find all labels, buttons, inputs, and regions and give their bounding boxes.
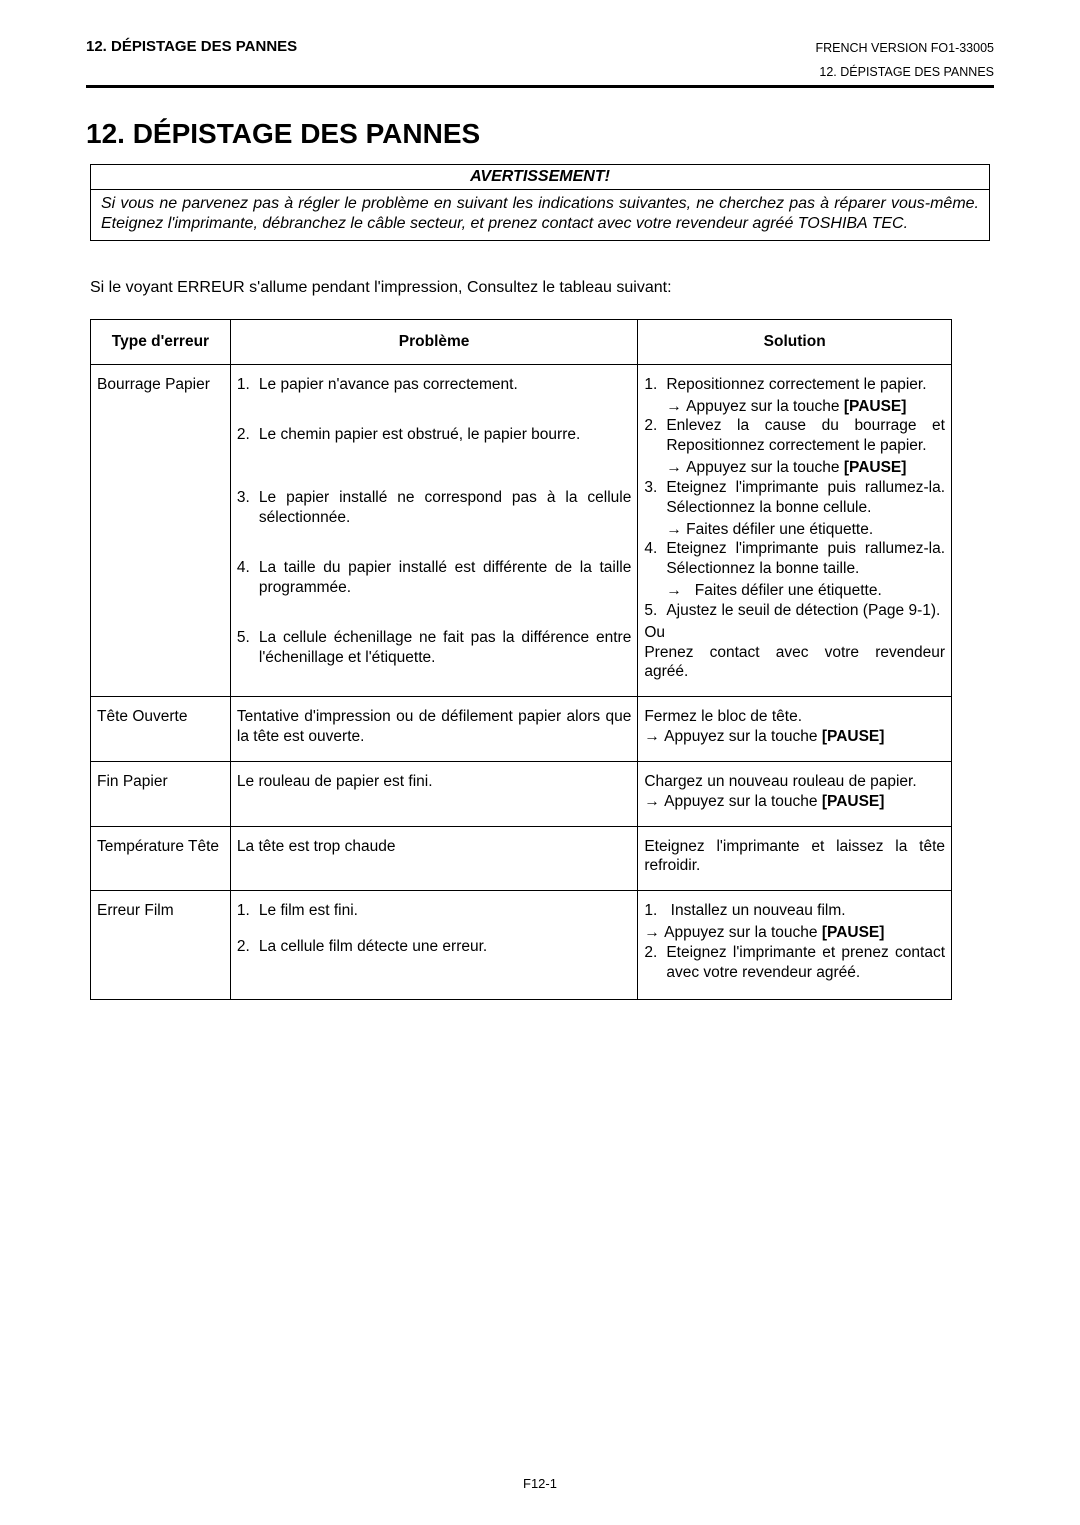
s5-or: Ou (644, 623, 945, 643)
th-solution: Solution (638, 320, 952, 365)
cell-solution: 1. Installez un nouveau film. Appuyez su… (638, 891, 952, 999)
arrow-icon (666, 398, 686, 415)
p1: Le film est fini. (259, 901, 631, 921)
cell-solution: Eteignez l'imprimante et laissez la tête… (638, 826, 952, 891)
p3: Le papier installé ne correspond pas à l… (259, 488, 631, 528)
cell-problem: Le rouleau de papier est fini. (230, 761, 637, 826)
s3b: Faites défiler une étiquette. (686, 521, 873, 538)
intro-text: Si le voyant ERREUR s'allume pendant l'i… (90, 279, 994, 297)
header-right-sub: 12. DÉPISTAGE DES PANNES (86, 65, 994, 79)
arrow-icon (666, 521, 686, 538)
s4b: Faites défiler une étiquette. (695, 582, 882, 599)
table-row: Erreur Film 1.Le film est fini. 2.La cel… (91, 891, 952, 999)
s2: Eteignez l'imprimante et prenez contact … (666, 943, 945, 983)
sol-a: Chargez un nouveau rouleau de papier. (644, 772, 945, 792)
s2a: Enlevez la cause du bourrage et Repositi… (666, 416, 945, 456)
s1a: Installez un nouveau film. (671, 902, 846, 919)
s2b: Appuyez sur la touche (686, 459, 844, 476)
warning-heading: AVERTISSEMENT! (91, 165, 989, 190)
s1b: Appuyez sur la touche (664, 924, 822, 941)
page-header: 12. DÉPISTAGE DES PANNES FRENCH VERSION … (86, 38, 994, 55)
cell-problem: Tentative d'impression ou de défilement … (230, 697, 637, 762)
s3a: Eteignez l'imprimante puis rallumez-la. … (666, 478, 945, 518)
cell-type: Tête Ouverte (91, 697, 231, 762)
pause-key: [PAUSE] (844, 398, 907, 415)
table-header-row: Type d'erreur Problème Solution (91, 320, 952, 365)
page-footer: F12-1 (0, 1476, 1080, 1491)
cell-problem: 1.Le film est fini. 2.La cellule film dé… (230, 891, 637, 999)
arrow-icon (666, 582, 686, 599)
p2: La cellule film détecte une erreur. (259, 937, 631, 957)
table-row: Fin Papier Le rouleau de papier est fini… (91, 761, 952, 826)
header-right-top: FRENCH VERSION FO1-33005 (815, 41, 994, 55)
troubleshooting-table: Type d'erreur Problème Solution Bourrage… (90, 319, 952, 1000)
cell-solution: Chargez un nouveau rouleau de papier. Ap… (638, 761, 952, 826)
cell-solution: Fermez le bloc de tête. Appuyez sur la t… (638, 697, 952, 762)
cell-problem: La tête est trop chaude (230, 826, 637, 891)
cell-type: Fin Papier (91, 761, 231, 826)
pause-key: [PAUSE] (822, 924, 885, 941)
table-row: Tête Ouverte Tentative d'impression ou d… (91, 697, 952, 762)
table-row: Température Tête La tête est trop chaude… (91, 826, 952, 891)
cell-type: Bourrage Papier (91, 364, 231, 696)
p4: La taille du papier installé est différe… (259, 558, 631, 598)
section-title: 12. DÉPISTAGE DES PANNES (86, 118, 994, 150)
header-rule (86, 85, 994, 88)
p5: La cellule échenillage ne fait pas la di… (259, 628, 631, 668)
arrow-icon (644, 793, 664, 810)
cell-problem: 1.Le papier n'avance pas correctement. 2… (230, 364, 637, 696)
pause-key: [PAUSE] (844, 459, 907, 476)
cell-solution: 1.Repositionnez correctement le papier. … (638, 364, 952, 696)
arrow-icon (644, 924, 664, 941)
p1: Le papier n'avance pas correctement. (259, 375, 631, 395)
sol-a: Fermez le bloc de tête. (644, 707, 945, 727)
s5b: Prenez contact avec votre revendeur agré… (644, 643, 945, 683)
th-type: Type d'erreur (91, 320, 231, 365)
header-left: 12. DÉPISTAGE DES PANNES (86, 38, 297, 55)
sol-b: Appuyez sur la touche (664, 793, 822, 810)
warning-body: Si vous ne parvenez pas à régler le prob… (91, 190, 989, 240)
th-problem: Problème (230, 320, 637, 365)
s1b: Appuyez sur la touche (686, 398, 844, 415)
table-row: Bourrage Papier 1.Le papier n'avance pas… (91, 364, 952, 696)
arrow-icon (666, 459, 686, 476)
cell-type: Température Tête (91, 826, 231, 891)
cell-type: Erreur Film (91, 891, 231, 999)
s5a: Ajustez le seuil de détection (Page 9-1)… (666, 601, 945, 621)
s4a: Eteignez l'imprimante puis rallumez-la. … (666, 539, 945, 579)
sol-b: Appuyez sur la touche (664, 728, 822, 745)
p2: Le chemin papier est obstrué, le papier … (259, 425, 631, 445)
s1a: Repositionnez correctement le papier. (666, 375, 945, 395)
warning-box: AVERTISSEMENT! Si vous ne parvenez pas à… (90, 164, 990, 241)
arrow-icon (644, 728, 664, 745)
pause-key: [PAUSE] (822, 793, 885, 810)
pause-key: [PAUSE] (822, 728, 885, 745)
